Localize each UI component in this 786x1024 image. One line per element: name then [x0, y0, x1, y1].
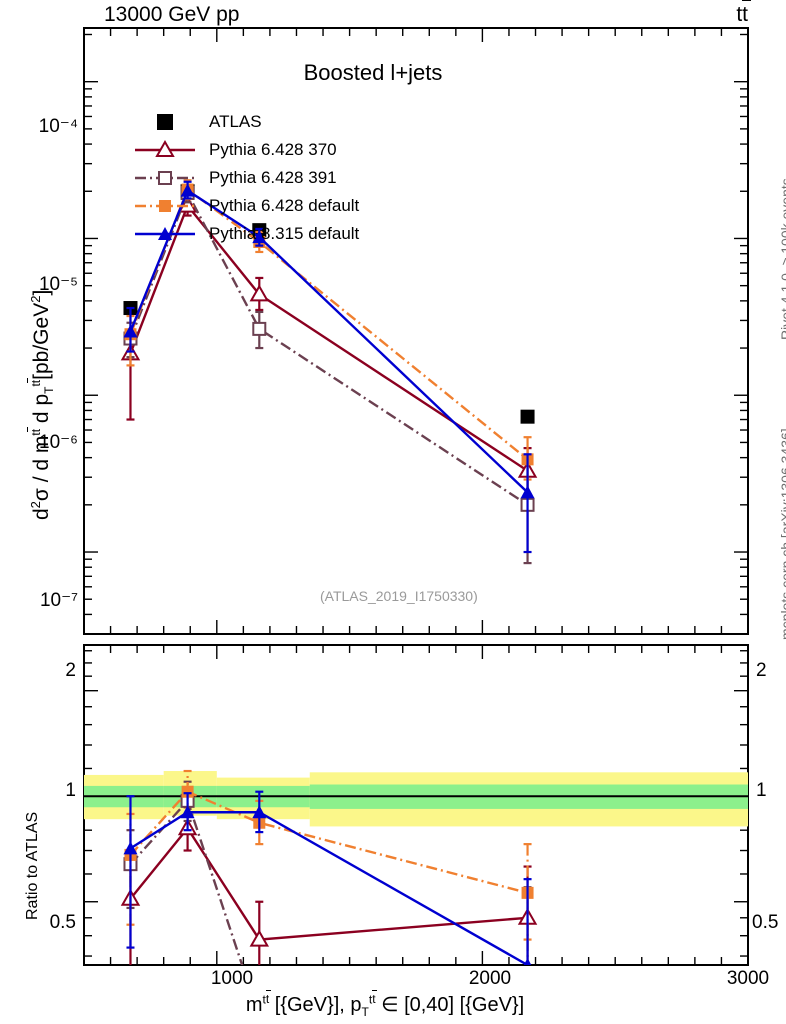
legend-item-1[interactable]: Pythia 6.428 370	[133, 136, 359, 164]
legend-item-2[interactable]: Pythia 6.428 391	[133, 164, 359, 192]
header-right: tt	[736, 0, 752, 27]
ratio-tick-label-2-left: 2	[65, 660, 76, 681]
legend: ATLAS Pythia 6.428 370 Pythia 6.428 391 Pyt…	[133, 108, 359, 248]
plot-title: Boosted l+jets	[303, 60, 443, 85]
header-left: 13000 GeV pp	[104, 3, 240, 26]
ratio-x-ticks	[83, 645, 749, 965]
analysis-watermark: (ATLAS_2019_I1750330)	[320, 588, 478, 604]
legend-label-3: Pythia 6.428 default	[209, 196, 360, 215]
ratio-tick-label-0.5-left: 0.5	[49, 912, 76, 933]
y-tick-label-1e-6: 10⁻⁶	[39, 432, 78, 453]
legend-label-1: Pythia 6.428 370	[209, 140, 337, 159]
legend-swatch-2	[135, 171, 195, 185]
legend-item-0[interactable]: ATLAS	[133, 108, 359, 136]
legend-label-2: Pythia 6.428 391	[209, 168, 337, 187]
y-tick-label-1e-7: 10⁻⁷	[39, 590, 78, 611]
y-tick-label-1e-5: 10⁻⁵	[38, 274, 78, 295]
main-series-group	[120, 179, 538, 565]
x-tick-label-1000: 1000	[210, 968, 254, 989]
x-tick-label-3000: 3000	[726, 968, 770, 989]
legend-label-4: Pythia 8.315 default	[209, 224, 360, 243]
legend-swatch-4	[135, 227, 195, 240]
legend-swatch-1	[135, 139, 195, 157]
legend-item-3[interactable]: Pythia 6.428 default	[133, 192, 359, 220]
main-panel-frame	[83, 27, 749, 635]
legend-swatch-3	[135, 200, 195, 212]
ratio-tick-label-1-left: 1	[65, 780, 76, 801]
main-y-ticks	[84, 33, 748, 635]
x-axis-label: mtt [{GeV}], pTtt ∈ [0,40] [{GeV}]	[245, 990, 525, 1019]
main-x-ticks	[83, 28, 749, 634]
ratio-tick-label-1-right: 1	[756, 780, 767, 801]
y-tick-label-1e-4: 10⁻⁴	[38, 116, 78, 137]
ratio-tick-label-0.5-right: 0.5	[752, 912, 779, 933]
legend-swatch-0	[157, 114, 173, 130]
x-tick-label-2000: 2000	[468, 968, 512, 989]
legend-label-0: ATLAS	[209, 112, 262, 131]
ratio-series-group	[120, 769, 538, 965]
legend-item-4[interactable]: Pythia 8.315 default	[133, 220, 359, 248]
ratio-tick-label-2-right: 2	[756, 660, 767, 681]
